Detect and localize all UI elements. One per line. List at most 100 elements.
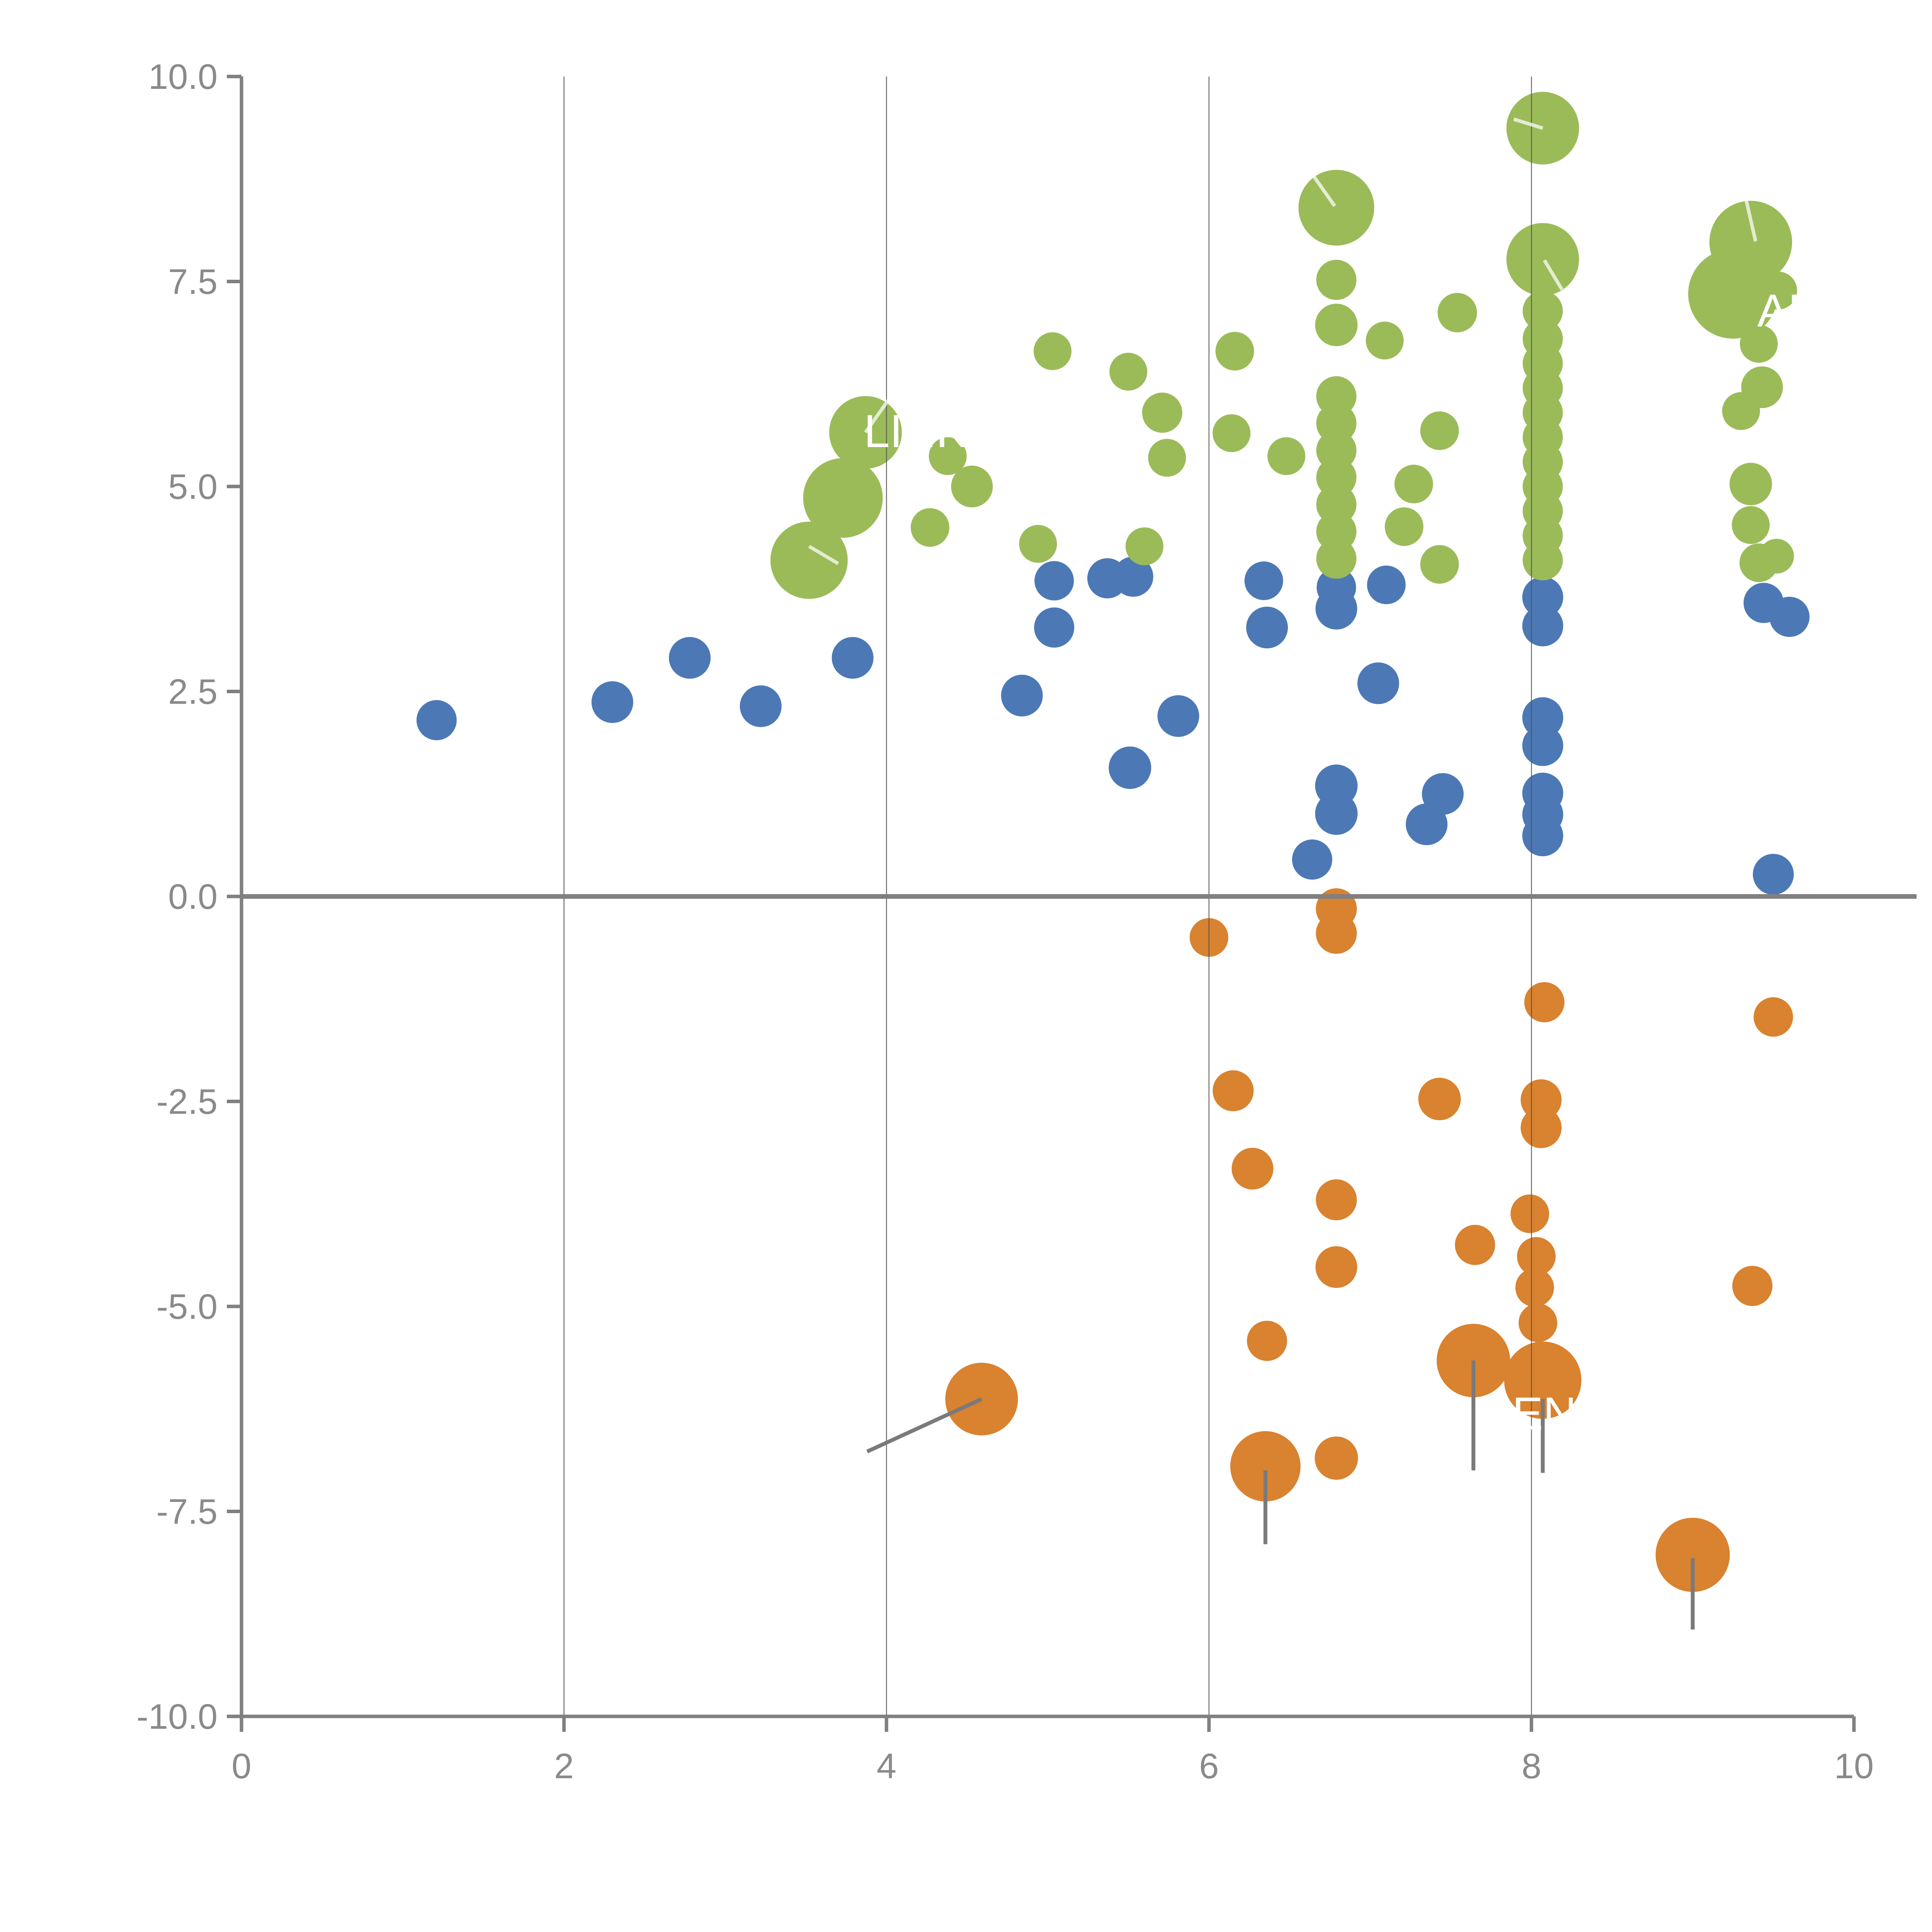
data-point-blue-group [1522, 815, 1563, 856]
leader-line-gray-10 [866, 1397, 983, 1454]
data-point-blue-group [1753, 854, 1794, 895]
x-tick-label-2: 2 [554, 1747, 574, 1786]
data-point-blue-group [1315, 588, 1357, 630]
data-point-green-group [1722, 392, 1760, 430]
data-point-green-group [803, 458, 883, 538]
data-point-blue-group [1244, 561, 1283, 600]
data-point-green-group [910, 508, 949, 547]
data-point-green-group [1740, 325, 1778, 363]
data-point-green-group [1420, 545, 1459, 584]
data-point-blue-group [1113, 556, 1153, 597]
data-point-orange-group [1515, 1268, 1554, 1307]
data-point-green-group [929, 437, 967, 475]
data-point-blue-group [1367, 565, 1406, 604]
data-point-orange-group [1753, 997, 1793, 1037]
data-point-blue-group [591, 681, 633, 723]
data-point-orange-group [1732, 1265, 1773, 1306]
data-point-green-group [1366, 321, 1404, 360]
data-point-green-group [1759, 271, 1797, 310]
data-point-blue-group [1522, 725, 1563, 766]
data-point-green-group [1148, 439, 1186, 477]
data-point-blue-group [1769, 597, 1810, 637]
data-point-blue-group [1246, 606, 1288, 648]
data-point-blue-group [1522, 605, 1563, 646]
data-point-blue-group [1109, 746, 1151, 789]
data-point-orange-group [1213, 1070, 1254, 1111]
data-point-orange-group [1655, 1517, 1730, 1592]
x-tick-label-4: 4 [877, 1747, 896, 1786]
data-point-orange-group [1510, 1194, 1549, 1233]
data-point-green-group [1688, 249, 1778, 339]
data-point-green-group [1729, 463, 1772, 505]
data-point-orange-group [1418, 1078, 1461, 1121]
data-point-green-group [1437, 293, 1477, 333]
data-point-green-group [1394, 464, 1433, 503]
leader-line-white-1 [808, 545, 839, 565]
point-label-AP: AP [1757, 285, 1819, 337]
data-point-green-group [1213, 414, 1251, 452]
point-label-EN: EN [1512, 1388, 1577, 1439]
data-point-orange-group [1315, 1436, 1358, 1480]
data-point-green-group [1731, 506, 1770, 544]
x-tick-label-8: 8 [1522, 1747, 1541, 1786]
leader-line-white-4 [1543, 259, 1564, 291]
x-tick-label-0: 0 [231, 1747, 251, 1786]
leader-line-white-3 [1513, 117, 1543, 130]
data-point-orange-group [1519, 1303, 1558, 1342]
x-tick-label-6: 6 [1199, 1747, 1219, 1786]
data-point-orange-group [1524, 982, 1565, 1022]
y-tick-label--10.0: -10.0 [136, 1697, 218, 1736]
data-point-green-group [1420, 411, 1459, 450]
y-tick-label--5.0: -5.0 [156, 1287, 218, 1327]
data-point-blue-group [740, 685, 782, 727]
data-point-blue-group [1315, 792, 1358, 835]
y-tick-label--2.5: -2.5 [156, 1082, 218, 1122]
point-label-LINK: LINK [864, 405, 967, 457]
data-point-green-group [1142, 393, 1182, 433]
leader-line-white-2 [1311, 173, 1336, 207]
data-point-green-group [1109, 352, 1148, 391]
y-tick-label-5.0: 5.0 [168, 467, 218, 507]
data-point-green-group [1522, 540, 1563, 580]
data-point-green-group [1298, 170, 1374, 246]
data-point-orange-group [1230, 1431, 1301, 1502]
y-tick-label-2.5: 2.5 [168, 672, 218, 712]
data-point-blue-group [1357, 662, 1399, 704]
leader-line-white-5 [1741, 184, 1757, 242]
data-point-green-group [1034, 332, 1072, 370]
y-tick-label-10.0: 10.0 [148, 57, 218, 97]
data-point-green-group [770, 521, 848, 599]
data-point-green-group [1506, 223, 1579, 296]
data-point-orange-group [1504, 1341, 1582, 1419]
y-tick-label--7.5: -7.5 [156, 1492, 218, 1532]
data-point-blue-group [1157, 695, 1199, 737]
data-point-green-group [1759, 539, 1794, 574]
data-point-green-group [1316, 538, 1357, 579]
data-point-green-group [1125, 527, 1163, 565]
data-point-blue-group [1522, 577, 1563, 618]
data-point-green-group [1315, 303, 1358, 346]
data-point-orange-group [1231, 1148, 1274, 1190]
data-point-green-group [1316, 260, 1357, 300]
data-point-blue-group [1001, 675, 1043, 717]
data-point-orange-group [1455, 1225, 1495, 1265]
data-point-blue-group [1292, 839, 1332, 880]
data-point-blue-group [669, 637, 711, 679]
leader-line-white-0 [864, 388, 898, 434]
data-point-orange-group [1316, 913, 1357, 954]
data-point-blue-group [1406, 803, 1448, 845]
data-point-orange-group [1315, 1246, 1357, 1288]
y-tick-label-7.5: 7.5 [168, 262, 218, 302]
data-point-orange-group [1517, 1237, 1556, 1276]
data-point-green-group [951, 466, 993, 507]
data-point-green-group [1215, 332, 1254, 371]
data-point-blue-group [1034, 561, 1074, 601]
data-point-orange-group [1247, 1321, 1287, 1361]
data-point-green-group [1019, 525, 1057, 563]
data-point-orange-group [1316, 1179, 1357, 1221]
data-point-orange-group [1520, 1107, 1562, 1148]
x-tick-label-10: 10 [1834, 1747, 1874, 1786]
y-tick-label-0.0: 0.0 [168, 877, 218, 917]
